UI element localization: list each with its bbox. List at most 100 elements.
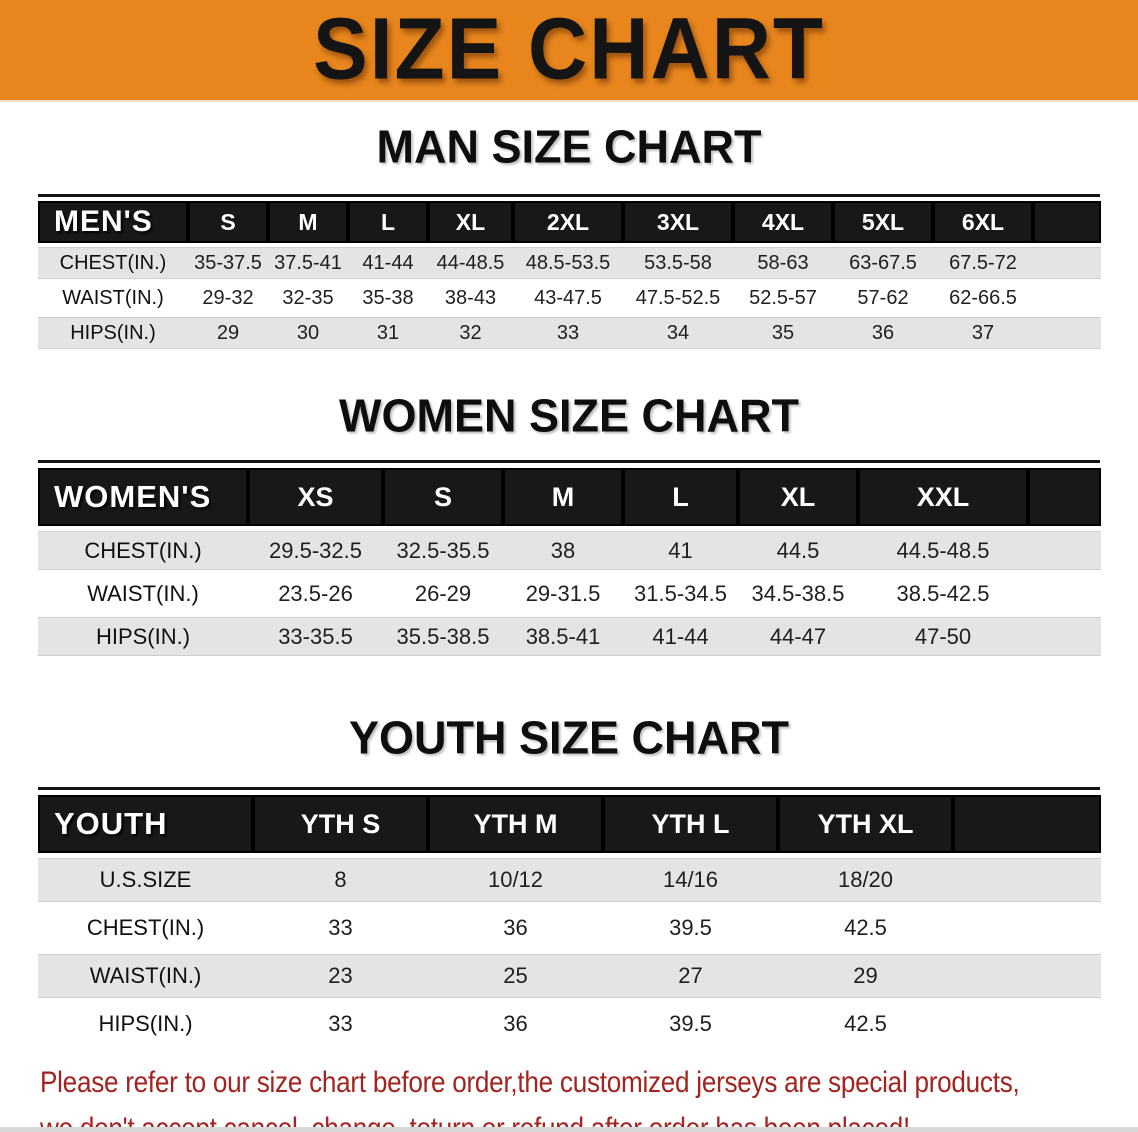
size-value: 36 [428,1003,603,1045]
bottom-edge [0,1127,1138,1132]
table-row: HIPS(IN.) 29 30 31 32 33 34 35 36 37 [38,317,1101,349]
size-value: 29.5-32.5 [248,531,383,570]
size-value: 52.5-57 [733,283,833,313]
size-value: 48.5-53.5 [513,247,623,279]
size-value: 47-50 [858,617,1028,656]
size-value: 36 [833,317,933,349]
size-value: 41 [623,531,738,570]
size-value: 47.5-52.5 [623,283,733,313]
header-spacer [1028,468,1101,526]
row-label: WAIST(IN.) [38,954,253,998]
column-header: 2XL [513,201,623,243]
size-value: 34 [623,317,733,349]
youth-size-chart-section: YOUTH SIZE CHART YOUTH YTH S YTH M YTH L YTH… [0,714,1138,1050]
size-value: 29-31.5 [503,575,623,612]
row-spacer [1028,531,1101,570]
size-value: 33 [513,317,623,349]
column-header: YTH S [253,795,428,853]
row-label: U.S.SIZE [38,858,253,902]
men-section-heading: MAN SIZE CHART [376,120,762,173]
size-value: 44.5-48.5 [858,531,1028,570]
column-header: XS [248,468,383,526]
row-label: HIPS(IN.) [38,617,248,656]
table-row: CHEST(IN.) 35-37.5 37.5-41 41-44 44-48.5 48.5… [38,247,1101,279]
size-value: 8 [253,858,428,902]
size-value: 37.5-41 [268,247,348,279]
size-value: 29 [778,954,953,998]
size-value: 42.5 [778,1003,953,1045]
column-header: 3XL [623,201,733,243]
size-value: 23 [253,954,428,998]
header-spacer [953,795,1101,853]
table-header-row: WOMEN'S XS S M L XL XXL [38,468,1101,526]
row-spacer [953,1003,1101,1045]
row-label: CHEST(IN.) [38,247,188,279]
row-spacer [953,858,1101,902]
size-value: 39.5 [603,907,778,949]
banner: SIZE CHART [0,0,1138,102]
table-row: U.S.SIZE 8 10/12 14/16 18/20 [38,858,1101,902]
column-header: S [383,468,503,526]
table-row: CHEST(IN.) 33 36 39.5 42.5 [38,907,1101,949]
size-value: 30 [268,317,348,349]
size-value: 42.5 [778,907,953,949]
size-value: 29 [188,317,268,349]
row-spacer [1033,283,1101,313]
size-value: 18/20 [778,858,953,902]
men-size-table: MEN'S S M L XL 2XL 3XL 4XL 5XL 6XL CHEST(IN.) 35-37… [38,197,1101,353]
table-row: HIPS(IN.) 33 36 39.5 42.5 [38,1003,1101,1045]
size-value: 41-44 [623,617,738,656]
column-header: L [348,201,428,243]
youth-size-table-wrap: YOUTH YTH S YTH M YTH L YTH XL U.S.SIZE 8 10/12… [38,787,1101,1050]
row-spacer [1033,317,1101,349]
size-value: 38.5-41 [503,617,623,656]
footer-note: Please refer to our size chart before or… [40,1060,1138,1132]
column-header: YTH M [428,795,603,853]
size-value: 44.5 [738,531,858,570]
column-header: 4XL [733,201,833,243]
size-value: 38-43 [428,283,513,313]
size-value: 29-32 [188,283,268,313]
youth-size-table: YOUTH YTH S YTH M YTH L YTH XL U.S.SIZE 8 10/12… [38,790,1101,1050]
table-row: WAIST(IN.) 23 25 27 29 [38,954,1101,998]
column-header: S [188,201,268,243]
column-header: XL [428,201,513,243]
women-size-table: WOMEN'S XS S M L XL XXL CHEST(IN.) 29.5-32.5 32.5… [38,463,1101,661]
size-value: 37 [933,317,1033,349]
size-value: 33 [253,1003,428,1045]
column-header: XL [738,468,858,526]
row-label: HIPS(IN.) [38,317,188,349]
size-value: 38.5-42.5 [858,575,1028,612]
size-value: 34.5-38.5 [738,575,858,612]
size-value: 26-29 [383,575,503,612]
table-header-row: YOUTH YTH S YTH M YTH L YTH XL [38,795,1101,853]
table-corner-label: WOMEN'S [38,468,248,526]
table-corner-label: YOUTH [38,795,253,853]
women-section-heading: WOMEN SIZE CHART [339,389,799,442]
table-row: WAIST(IN.) 23.5-26 26-29 29-31.5 31.5-34.5 34… [38,575,1101,612]
size-value: 23.5-26 [248,575,383,612]
page-title: SIZE CHART [313,1,825,98]
row-spacer [1033,247,1101,279]
size-value: 62-66.5 [933,283,1033,313]
table-corner-label: MEN'S [38,201,188,243]
size-value: 25 [428,954,603,998]
table-row: WAIST(IN.) 29-32 32-35 35-38 38-43 43-47.5 47.… [38,283,1101,313]
column-header: L [623,468,738,526]
row-label: HIPS(IN.) [38,1003,253,1045]
table-row: HIPS(IN.) 33-35.5 35.5-38.5 38.5-41 41-44 44-… [38,617,1101,656]
row-spacer [953,954,1101,998]
size-value: 43-47.5 [513,283,623,313]
size-value: 31.5-34.5 [623,575,738,612]
size-value: 53.5-58 [623,247,733,279]
column-header: M [268,201,348,243]
size-value: 57-62 [833,283,933,313]
row-spacer [1028,575,1101,612]
size-value: 35-38 [348,283,428,313]
size-value: 35 [733,317,833,349]
size-value: 10/12 [428,858,603,902]
size-value: 44-47 [738,617,858,656]
table-row: CHEST(IN.) 29.5-32.5 32.5-35.5 38 41 44.5 44.5… [38,531,1101,570]
women-size-table-wrap: WOMEN'S XS S M L XL XXL CHEST(IN.) 29.5-32.5 32.5… [38,460,1101,661]
size-value: 27 [603,954,778,998]
